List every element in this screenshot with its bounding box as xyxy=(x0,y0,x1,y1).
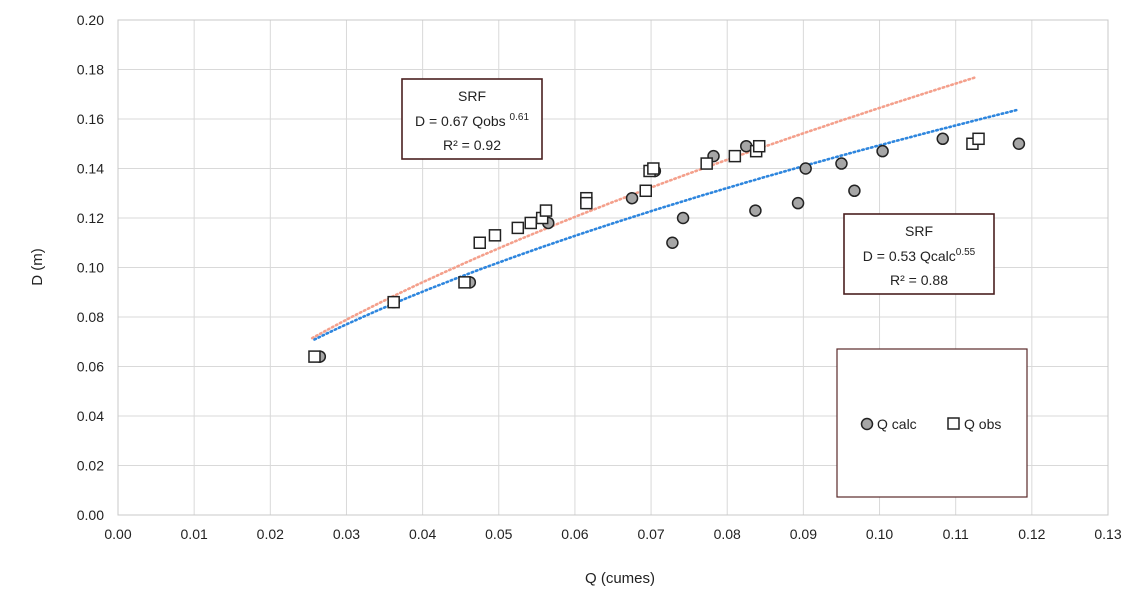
x-tick-label: 0.00 xyxy=(104,526,131,542)
x-tick-labels: 0.00 0.01 0.02 0.03 0.04 0.05 0.06 0.07 0.08 0.09… xyxy=(104,526,1121,542)
x-tick-label: 0.13 xyxy=(1094,526,1121,542)
annotation-obs-fit: SRF D = 0.67 Qobs 0.61 R² = 0.92 xyxy=(401,78,543,160)
y-tick-label: 0.10 xyxy=(77,260,104,276)
point-q-obs xyxy=(752,139,766,153)
y-axis-title: D (m) xyxy=(29,248,46,286)
trendline-q-calc xyxy=(313,108,1021,341)
plot-border xyxy=(117,19,1109,516)
point-q-obs xyxy=(639,184,652,198)
point-q-obs xyxy=(387,295,400,309)
annotation-calc-r2: R² = 0.88 xyxy=(890,272,948,288)
x-tick-label: 0.03 xyxy=(333,526,360,542)
x-tick-label: 0.11 xyxy=(943,526,969,542)
point-q-calc xyxy=(936,132,949,146)
y-tick-label: 0.20 xyxy=(77,12,104,28)
point-q-calc xyxy=(835,157,848,170)
point-q-obs xyxy=(488,229,502,242)
y-tick-label: 0.04 xyxy=(77,408,104,424)
point-q-calc xyxy=(676,211,690,225)
annotation-calc-equation: D = 0.53 Qcalc0.55 xyxy=(863,247,976,264)
x-tick-label: 0.06 xyxy=(561,526,588,542)
x-tick-label: 0.10 xyxy=(866,526,893,542)
trendline-q-obs xyxy=(310,76,977,340)
point-q-obs xyxy=(647,162,660,175)
y-tick-label: 0.08 xyxy=(77,309,104,325)
x-tick-label: 0.05 xyxy=(485,526,512,542)
x-tick-label: 0.04 xyxy=(409,526,436,542)
y-tick-label: 0.00 xyxy=(77,507,104,523)
annotation-calc-title: SRF xyxy=(905,223,933,239)
point-q-obs xyxy=(700,157,713,170)
point-q-calc xyxy=(625,191,639,205)
annotation-calc-fit: SRF D = 0.53 Qcalc0.55 R² = 0.88 xyxy=(843,213,995,295)
point-q-obs xyxy=(458,276,471,289)
y-tick-label: 0.18 xyxy=(77,62,104,78)
legend: Q calc Q obs xyxy=(836,348,1028,498)
point-q-obs xyxy=(308,350,321,363)
legend-label-q-calc: Q calc xyxy=(877,416,917,432)
annotation-calc-box xyxy=(843,213,995,295)
point-q-obs xyxy=(524,216,538,230)
y-tick-labels: 0.00 0.02 0.04 0.06 0.08 0.10 0.12 0.14 0.16 0.18… xyxy=(77,12,104,523)
legend-marker-q-calc xyxy=(860,417,874,431)
annotation-obs-title: SRF xyxy=(458,88,486,104)
point-q-obs xyxy=(473,236,486,249)
x-tick-label: 0.07 xyxy=(637,526,664,542)
trendlines xyxy=(310,76,1021,341)
y-tick-label: 0.12 xyxy=(77,210,104,226)
annotation-obs-box xyxy=(401,78,543,160)
legend-label-q-obs: Q obs xyxy=(964,416,1001,432)
annotation-obs-eq-exponent: 0.61 xyxy=(510,112,530,123)
x-axis-title: Q (cumes) xyxy=(585,570,655,587)
legend-marker-q-obs xyxy=(947,417,960,430)
x-tick-label: 0.12 xyxy=(1018,526,1045,542)
annotation-obs-eq-base: D = 0.67 Qobs xyxy=(415,113,510,129)
point-q-calc xyxy=(1012,137,1026,150)
x-tick-label: 0.09 xyxy=(790,526,817,542)
annotation-calc-eq-exponent: 0.55 xyxy=(956,247,976,258)
x-tick-label: 0.01 xyxy=(181,526,208,542)
point-q-obs xyxy=(511,221,525,235)
y-tick-label: 0.02 xyxy=(77,458,104,474)
point-q-calc xyxy=(749,204,762,217)
data-points xyxy=(308,132,1026,363)
annotation-calc-eq-base: D = 0.53 Qcalc xyxy=(863,248,956,264)
point-q-calc xyxy=(848,184,861,198)
point-q-obs xyxy=(972,132,985,146)
annotation-obs-r2: R² = 0.92 xyxy=(443,137,501,153)
annotation-obs-equation: D = 0.67 Qobs 0.61 xyxy=(415,112,529,129)
point-q-calc xyxy=(666,236,679,249)
point-q-calc xyxy=(791,196,805,210)
y-tick-label: 0.14 xyxy=(77,161,104,177)
point-q-obs xyxy=(728,149,742,163)
point-q-obs xyxy=(539,204,553,217)
point-q-calc xyxy=(876,144,889,158)
y-tick-label: 0.06 xyxy=(77,359,104,375)
point-q-obs xyxy=(580,196,593,210)
point-q-calc xyxy=(799,162,812,175)
x-tick-label: 0.08 xyxy=(714,526,741,542)
y-tick-label: 0.16 xyxy=(77,111,104,127)
x-tick-label: 0.02 xyxy=(257,526,284,542)
